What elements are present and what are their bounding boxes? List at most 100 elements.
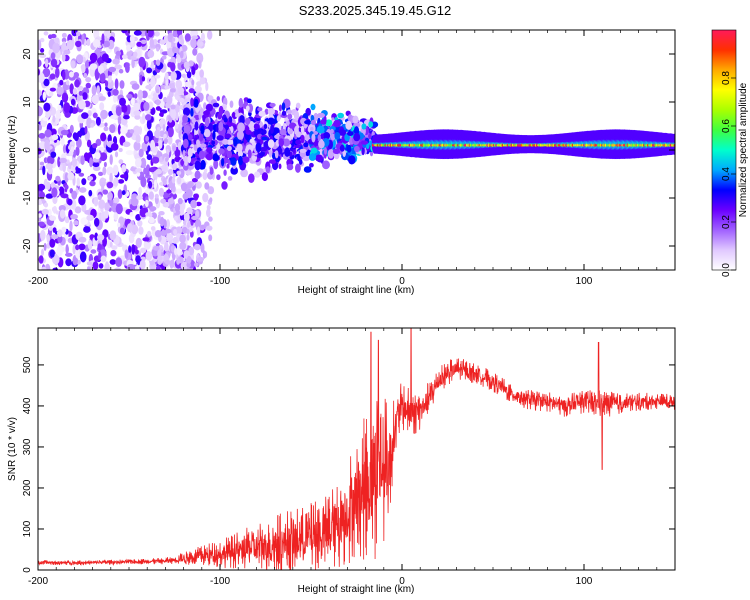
spectrogram-cell [131,83,140,90]
spectrogram-cell [230,157,237,166]
spectrogram-cell [192,48,198,56]
spectrogram-cell [121,104,128,113]
spectrogram-cell [90,249,97,254]
spectrogram-cell [228,116,233,123]
spectrogram-cell [182,193,189,200]
spectrogram-cell [165,157,169,162]
spectrogram-cell [76,95,81,102]
spectrogram-cell [62,162,66,173]
spectrogram-cell [52,195,58,205]
spectrogram-cell [38,160,41,170]
spectrogram-cell [175,188,183,194]
spectrogram-cell [310,119,317,126]
spectrogram-cell [221,181,228,190]
spectrogram-cell [82,56,86,64]
spectrogram-cell [92,112,98,119]
spectrogram-cell [254,171,261,178]
spectrogram-cell [85,82,92,89]
spectrogram-cell [129,129,135,134]
spectrogram-cell [114,78,119,90]
spectrogram-cell [38,132,46,139]
spectrogram-cell [128,245,132,254]
spectrogram-cell [295,163,301,173]
spectrogram-cell [257,107,263,112]
spectrogram-cell [166,95,173,105]
spectrogram-cell [129,34,135,44]
spectrogram-cell [184,160,188,167]
spectrogram-cell [315,154,324,162]
spectrogram-cell [139,259,146,270]
spectrogram-cell [121,164,127,173]
spectrogram-cell [84,58,89,70]
spectrogram-cell [135,134,141,144]
spectrogram-cell [196,52,204,64]
spectrogram-cell [75,146,80,157]
spectrogram-cell [149,206,157,212]
spectrogram-cell [175,112,179,121]
spectrogram-cell [190,30,198,38]
spectrogram-cell [348,155,356,165]
spectrogram-cell [327,149,335,159]
spectrogram-cell [177,197,183,205]
y-tick-label: 100 [22,520,33,537]
spectrogram-cell [282,138,291,147]
spectrogram-cell [258,110,266,117]
x-tick-label: 0 [399,576,405,587]
spectrogram-cell [325,119,333,127]
spectrogram-cell [38,39,42,51]
spectrogram-cell [95,138,102,146]
spectrogram-cell [103,161,107,168]
spectrogram-cell [145,84,153,90]
spectrogram-cell [97,243,102,251]
spectrogram-cell [43,78,50,87]
spectrogram-cell [79,251,87,263]
spectrogram-cell [162,124,166,132]
spectrogram-cell [206,208,211,218]
spectrogram-cell [81,178,87,186]
spectrogram-cell [87,239,93,250]
spectrogram-cell [279,128,287,136]
spectrogram-cell [303,166,312,173]
spectrogram-cell [38,261,41,270]
spectrogram-cell [191,66,196,75]
spectrogram-cell [118,159,124,165]
spectrogram-cell [38,124,42,131]
spectrogram-cell [272,152,276,160]
spectrogram-cell [99,152,108,162]
spectrogram-cell [138,226,144,235]
spectrogram-cell [83,226,91,233]
spectrogram-cell [143,101,150,111]
spectrogram-cell [184,81,192,88]
spectrogram-cell [49,87,57,92]
spectrogram-cell [191,215,199,221]
spectrogram-cell [101,53,109,62]
spectrogram-cell [206,147,213,153]
spectrogram-cell [183,61,190,69]
spectrogram-cell [199,77,206,85]
spectrogram-cell [100,211,105,222]
spectrogram-cell [89,157,93,168]
spectrogram-cell [98,146,105,151]
spectrogram-cell [46,181,51,190]
spectrogram-cell [84,209,92,215]
spectrogram-cell [39,53,47,58]
spectrogram-cell [43,242,47,251]
spectrogram-cell [352,115,359,124]
spectrogram-cell [104,80,109,88]
spectrogram-cell [247,98,252,104]
spectrogram-cell [76,54,84,64]
spectrogram-cell [60,138,65,146]
y-tick-label: 10 [22,96,33,108]
spectrogram-cell [117,124,121,135]
spectrogram-cell [38,183,46,191]
spectrogram-cell [96,234,105,241]
spectrogram-cell [63,49,71,55]
spectrogram-cell [322,160,330,170]
spectrogram-cell [98,171,104,176]
spectrogram-cell [299,148,307,153]
spectrogram-cell [285,120,290,126]
spectrogram-cell [80,217,89,226]
spectrogram-cell [55,175,61,182]
spectrogram-cell [100,109,108,120]
spectrogram-cell [204,117,210,128]
